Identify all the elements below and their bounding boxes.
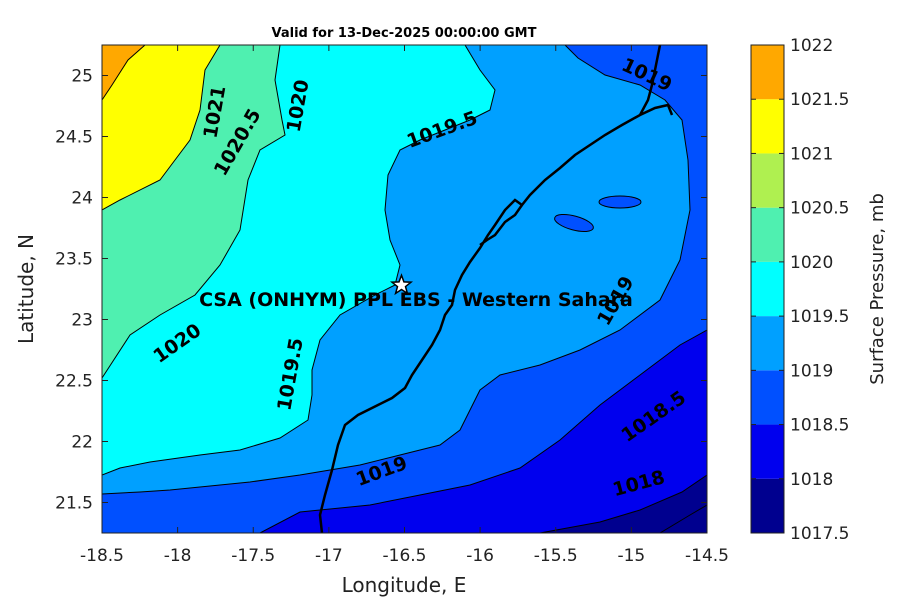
y-axis-label: Latitude, N: [14, 234, 38, 344]
y-tick-label: 24: [71, 189, 93, 209]
colorbar: 1022 1021.5 1021 1020.5 1020 1019.5 1019 1018.5…: [750, 36, 849, 544]
y-tick-label: 24.5: [55, 128, 93, 148]
x-axis-label: Longitude, E: [342, 573, 467, 597]
colorbar-frame: [750, 44, 785, 534]
closed-contour-patch: [554, 213, 594, 233]
x-tick-label: -16.5: [383, 546, 427, 566]
x-tick-label: -15.5: [534, 546, 578, 566]
colorbar-segment: [751, 99, 784, 154]
colorbar-tick-label: 1019: [790, 361, 833, 381]
colorbar-tick-label: 1021.5: [790, 90, 849, 110]
colorbar-tick-label: 1022: [790, 36, 833, 56]
colorbar-tick-label: 1017.5: [790, 524, 849, 544]
contour-lines: [102, 45, 707, 533]
x-tick-label: -16: [466, 546, 494, 566]
colorbar-label: Surface Pressure, mb: [867, 193, 888, 385]
colorbar-segment: [751, 424, 784, 479]
colorbar-segment: [751, 370, 784, 425]
y-tick-label: 21.5: [55, 494, 93, 514]
colorbar-segment: [751, 261, 784, 317]
colorbar-tick-label: 1018: [790, 470, 833, 490]
x-tick-label: -17.5: [231, 546, 275, 566]
x-tick-label: -15: [617, 546, 645, 566]
colorbar-tick-label: 1020.5: [790, 199, 849, 219]
colorbar-segment: [751, 45, 784, 100]
colorbar-segment: [751, 153, 784, 208]
closed-contour-patch: [598, 195, 642, 209]
colorbar-segment: [751, 207, 784, 262]
y-tick-label: 22.5: [55, 372, 93, 392]
colorbar-tick-label: 1020: [790, 253, 833, 273]
x-tick-label: -17: [315, 546, 343, 566]
coastline: [318, 45, 674, 533]
y-tick-label: 25: [71, 67, 93, 87]
y-tick-label: 23: [71, 311, 93, 331]
colorbar-tick-label: 1019.5: [790, 307, 849, 327]
colorbar-segment: [751, 316, 784, 371]
y-axis: 25 24.5 24 23.5 23 22.5 22 21.5: [55, 67, 707, 514]
site-marker-group: CSA (ONHYM) PPL EBS - Western Sahara: [199, 273, 633, 311]
x-tick-label: -14.5: [685, 546, 729, 566]
colorbar-tick-label: 1018.5: [790, 416, 849, 436]
x-tick-label: -18: [164, 546, 192, 566]
x-axis: -18.5 -18 -17.5 -17 -16.5 -16 -15.5 -15 -14.5: [80, 45, 729, 566]
colorbar-tick-label: 1021: [790, 144, 833, 164]
site-star-marker: [389, 273, 414, 296]
chart-title: Valid for 13-Dec-2025 00:00:00 GMT: [272, 26, 537, 41]
band-1021-fill: [102, 45, 220, 210]
y-tick-label: 22: [71, 433, 93, 453]
y-tick-label: 23.5: [55, 250, 93, 270]
x-tick-label: -18.5: [80, 546, 124, 566]
colorbar-segment: [751, 478, 784, 533]
band-1021-5: [102, 45, 145, 100]
site-label: CSA (ONHYM) PPL EBS - Western Sahara: [199, 289, 633, 311]
